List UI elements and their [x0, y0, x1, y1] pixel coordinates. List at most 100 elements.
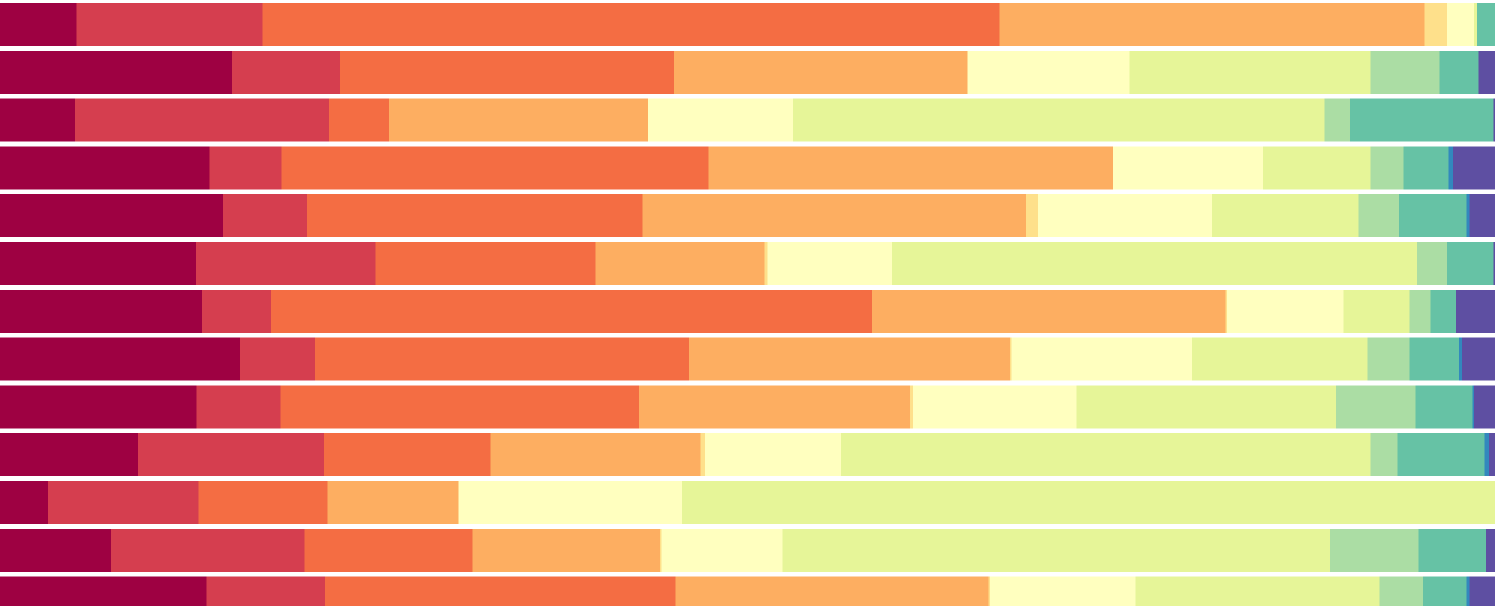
bar-segment-row-5-cat-10 [1466, 194, 1470, 238]
bar-segment-row-10-cat-4 [490, 433, 701, 477]
bar-segment-row-7-cat-3 [271, 289, 872, 333]
bar-segment-row-6-cat-6 [767, 242, 892, 285]
bar-segment-row-5-cat-11 [1469, 194, 1495, 238]
bar-segment-row-6-cat-9 [1447, 242, 1494, 285]
bar-segment-row-8-cat-4 [688, 337, 1011, 381]
bar-segment-row-13-cat-6 [990, 576, 1136, 606]
bar-segment-row-5-cat-8 [1358, 194, 1400, 238]
bar-segment-row-7-cat-5 [1225, 289, 1227, 333]
bar-segment-row-5-cat-6 [1038, 194, 1212, 238]
bar-segment-row-6-cat-7 [891, 242, 1418, 285]
bar-segment-row-3-cat-2 [74, 98, 330, 142]
bar-segment-row-2-cat-9 [1439, 50, 1479, 94]
bar-segment-row-10-cat-3 [323, 433, 491, 477]
bar-segment-row-1-cat-6 [1446, 3, 1474, 46]
bar-segment-row-4-cat-11 [1453, 146, 1495, 190]
bar-segment-row-9-cat-10 [1472, 385, 1475, 429]
bar-segment-row-8-cat-11 [1461, 337, 1495, 381]
bar-segment-row-7-cat-1 [0, 289, 203, 333]
bar-segment-row-13-cat-2 [206, 576, 326, 606]
bars-group [0, 3, 1495, 606]
bar-segment-row-3-cat-11 [1493, 98, 1495, 142]
bar-segment-row-9-cat-3 [280, 385, 639, 429]
bar-segment-row-4-cat-9 [1403, 146, 1449, 190]
bar-segment-row-13-cat-5 [988, 576, 991, 606]
bar-segment-row-4-cat-2 [209, 146, 282, 190]
bar-segment-row-7-cat-8 [1409, 289, 1431, 333]
bar-segment-row-13-cat-11 [1469, 576, 1495, 606]
bar-segment-row-9-cat-6 [913, 385, 1077, 429]
bar-segment-row-5-cat-3 [307, 194, 643, 238]
bar-segment-row-6-cat-3 [375, 242, 596, 285]
bar-segment-row-10-cat-9 [1397, 433, 1485, 477]
bar-segment-row-10-cat-7 [841, 433, 1371, 477]
bar-segment-row-6-cat-8 [1417, 242, 1448, 285]
bar-segment-row-2-cat-3 [340, 50, 675, 94]
bar-segment-row-2-cat-2 [232, 50, 341, 94]
bar-segment-row-7-cat-9 [1430, 289, 1457, 333]
bar-segment-row-7-cat-7 [1343, 289, 1410, 333]
bar-segment-row-4-cat-1 [0, 146, 210, 190]
bar-segment-row-8-cat-3 [315, 337, 689, 381]
bar-segment-row-5-cat-5 [1026, 194, 1039, 238]
bar-segment-row-2-cat-8 [1370, 50, 1440, 94]
bar-segment-row-10-cat-11 [1489, 433, 1495, 477]
bar-segment-row-3-cat-9 [1349, 98, 1494, 142]
bar-segment-row-10-cat-8 [1370, 433, 1398, 477]
bar-segment-row-12-cat-3 [304, 528, 473, 572]
bar-segment-row-13-cat-4 [675, 576, 989, 606]
bar-segment-row-13-cat-7 [1135, 576, 1380, 606]
bar-segment-row-3-cat-3 [329, 98, 390, 142]
bar-segment-row-4-cat-8 [1370, 146, 1404, 190]
bar-segment-row-2-cat-1 [0, 50, 233, 94]
bar-segment-row-8-cat-9 [1409, 337, 1459, 381]
bar-segment-row-4-cat-3 [281, 146, 709, 190]
bar-segment-row-13-cat-10 [1466, 576, 1470, 606]
bar-segment-row-11-cat-2 [48, 481, 199, 524]
bar-segment-row-13-cat-1 [0, 576, 207, 606]
bar-segment-row-12-cat-7 [782, 528, 1331, 572]
bar-segment-row-10-cat-1 [0, 433, 138, 477]
bar-segment-row-9-cat-7 [1076, 385, 1337, 429]
bar-segment-row-8-cat-1 [0, 337, 241, 381]
bar-segment-row-12-cat-11 [1486, 528, 1495, 572]
bar-segment-row-1-cat-1 [0, 3, 77, 46]
bar-segment-row-10-cat-6 [704, 433, 842, 477]
bar-segment-row-11-cat-6 [458, 481, 683, 524]
bar-segment-row-9-cat-9 [1415, 385, 1473, 429]
bar-segment-row-6-cat-1 [0, 242, 197, 285]
bar-segment-row-1-cat-5 [1424, 3, 1447, 46]
bar-segment-row-10-cat-2 [137, 433, 324, 477]
bar-segment-row-13-cat-8 [1379, 576, 1424, 606]
bar-segment-row-7-cat-11 [1456, 289, 1495, 333]
bar-segment-row-2-cat-11 [1478, 50, 1495, 94]
bar-segment-row-11-cat-4 [327, 481, 459, 524]
bar-segment-row-7-cat-4 [871, 289, 1226, 333]
bar-segment-row-6-cat-4 [595, 242, 765, 285]
bar-segment-row-2-cat-6 [967, 50, 1130, 94]
bar-segment-row-10-cat-5 [700, 433, 705, 477]
bar-segment-row-11-cat-1 [0, 481, 49, 524]
bar-segment-row-9-cat-5 [910, 385, 914, 429]
bar-segment-row-12-cat-4 [472, 528, 660, 572]
bar-segment-row-1-cat-9 [1476, 3, 1495, 46]
bar-segment-row-12-cat-5 [659, 528, 662, 572]
bar-segment-row-8-cat-10 [1458, 337, 1462, 381]
bar-segment-row-13-cat-9 [1423, 576, 1467, 606]
bar-segment-row-3-cat-6 [647, 98, 794, 142]
bar-segment-row-7-cat-2 [202, 289, 272, 333]
bar-segment-row-10-cat-10 [1484, 433, 1489, 477]
bar-segment-row-4-cat-4 [708, 146, 1114, 190]
bar-segment-row-4-cat-10 [1448, 146, 1454, 190]
bar-segment-row-3-cat-7 [793, 98, 1325, 142]
bar-segment-row-8-cat-6 [1011, 337, 1192, 381]
bar-segment-row-3-cat-1 [0, 98, 75, 142]
bar-segment-row-1-cat-4 [999, 3, 1425, 46]
bar-segment-row-6-cat-2 [196, 242, 376, 285]
bar-segment-row-5-cat-7 [1211, 194, 1359, 238]
bar-segment-row-3-cat-8 [1324, 98, 1350, 142]
bar-segment-row-4-cat-7 [1262, 146, 1371, 190]
bar-segment-row-2-cat-7 [1129, 50, 1371, 94]
bar-segment-row-9-cat-2 [196, 385, 281, 429]
